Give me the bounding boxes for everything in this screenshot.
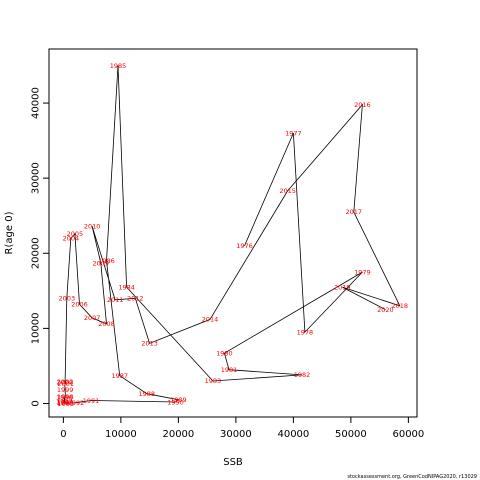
series-path bbox=[63, 65, 401, 404]
x-tick-label: 50000 bbox=[335, 429, 367, 440]
point-label-2007: 2007 bbox=[84, 314, 101, 322]
point-label-1977: 1977 bbox=[285, 129, 302, 137]
y-tick-label: 10000 bbox=[31, 312, 42, 344]
point-labels: 1976 1977 1978 1979 1980 1981 1982 1983 1984 1985… bbox=[56, 62, 408, 408]
series-line bbox=[63, 65, 401, 404]
x-tick-label: 0 bbox=[60, 429, 66, 440]
y-tick-label: 40000 bbox=[31, 87, 42, 119]
point-label-2010: 2010 bbox=[84, 223, 101, 231]
point-label-1987: 1987 bbox=[111, 372, 128, 380]
point-label-1992: 1992 bbox=[68, 399, 85, 407]
point-label-2012: 2012 bbox=[127, 295, 144, 303]
point-label-2015: 2015 bbox=[279, 187, 296, 195]
point-label-1998: 1998 bbox=[57, 393, 74, 401]
x-tick-label: 40000 bbox=[277, 429, 309, 440]
point-label-2013: 2013 bbox=[141, 340, 158, 348]
point-label-2020: 2020 bbox=[377, 306, 394, 314]
point-label-1988: 1988 bbox=[138, 390, 155, 398]
point-label-1991: 1991 bbox=[83, 397, 100, 405]
point-label-1983: 1983 bbox=[205, 377, 222, 385]
point-label-2017: 2017 bbox=[345, 208, 362, 216]
point-label-1986: 1986 bbox=[98, 257, 115, 265]
point-label-2005: 2005 bbox=[67, 230, 84, 238]
point-label-1984: 1984 bbox=[118, 283, 135, 291]
point-label-2002: 2002 bbox=[57, 378, 74, 386]
credit-text: stockassessment.org, GreenCodNIPAG2020, … bbox=[347, 474, 477, 480]
point-label-1999: 1999 bbox=[57, 386, 74, 394]
point-label-2014: 2014 bbox=[202, 316, 219, 324]
point-label-1997: 1997 bbox=[56, 398, 73, 406]
point-label-2000: 2000 bbox=[57, 379, 74, 387]
point-label-1990: 1990 bbox=[167, 398, 184, 406]
point-label-1979: 1979 bbox=[354, 268, 371, 276]
x-tick-label: 30000 bbox=[220, 429, 252, 440]
point-label-1995: 1995 bbox=[57, 399, 74, 407]
point-label-2019: 2019 bbox=[334, 283, 351, 291]
point-label-2003: 2003 bbox=[59, 295, 76, 303]
x-tick-label: 10000 bbox=[105, 429, 137, 440]
y-tick-label: 0 bbox=[31, 400, 42, 406]
point-label-1994: 1994 bbox=[57, 399, 74, 407]
point-label-2001: 2001 bbox=[57, 380, 74, 388]
point-label-1980: 1980 bbox=[216, 349, 233, 357]
point-label-2006: 2006 bbox=[71, 301, 88, 309]
point-label-2011: 2011 bbox=[107, 296, 124, 304]
point-label-2009: 2009 bbox=[92, 259, 109, 267]
x-axis-title: SSB bbox=[223, 457, 243, 468]
y-tick-label: 20000 bbox=[31, 237, 42, 269]
x-axis: 0 10000 20000 30000 40000 50000 60000 bbox=[60, 416, 424, 440]
point-label-1976: 1976 bbox=[236, 242, 253, 250]
x-tick-label: 20000 bbox=[162, 429, 194, 440]
point-label-2018: 2018 bbox=[391, 302, 408, 310]
point-label-1981: 1981 bbox=[221, 366, 238, 374]
y-axis-title: R(age 0) bbox=[4, 211, 15, 254]
point-label-2004: 2004 bbox=[63, 235, 80, 243]
point-label-1978: 1978 bbox=[297, 328, 314, 336]
point-label-2008: 2008 bbox=[98, 320, 115, 328]
point-label-1993: 1993 bbox=[57, 400, 74, 408]
y-axis: 0 10000 20000 30000 40000 bbox=[31, 87, 50, 407]
point-label-1989: 1989 bbox=[170, 396, 187, 404]
point-label-2016: 2016 bbox=[354, 101, 371, 109]
point-label-1982: 1982 bbox=[294, 371, 311, 379]
point-label-1996: 1996 bbox=[56, 394, 73, 402]
x-tick-label: 60000 bbox=[392, 429, 424, 440]
y-tick-label: 30000 bbox=[31, 162, 42, 194]
point-label-1985: 1985 bbox=[110, 62, 127, 70]
